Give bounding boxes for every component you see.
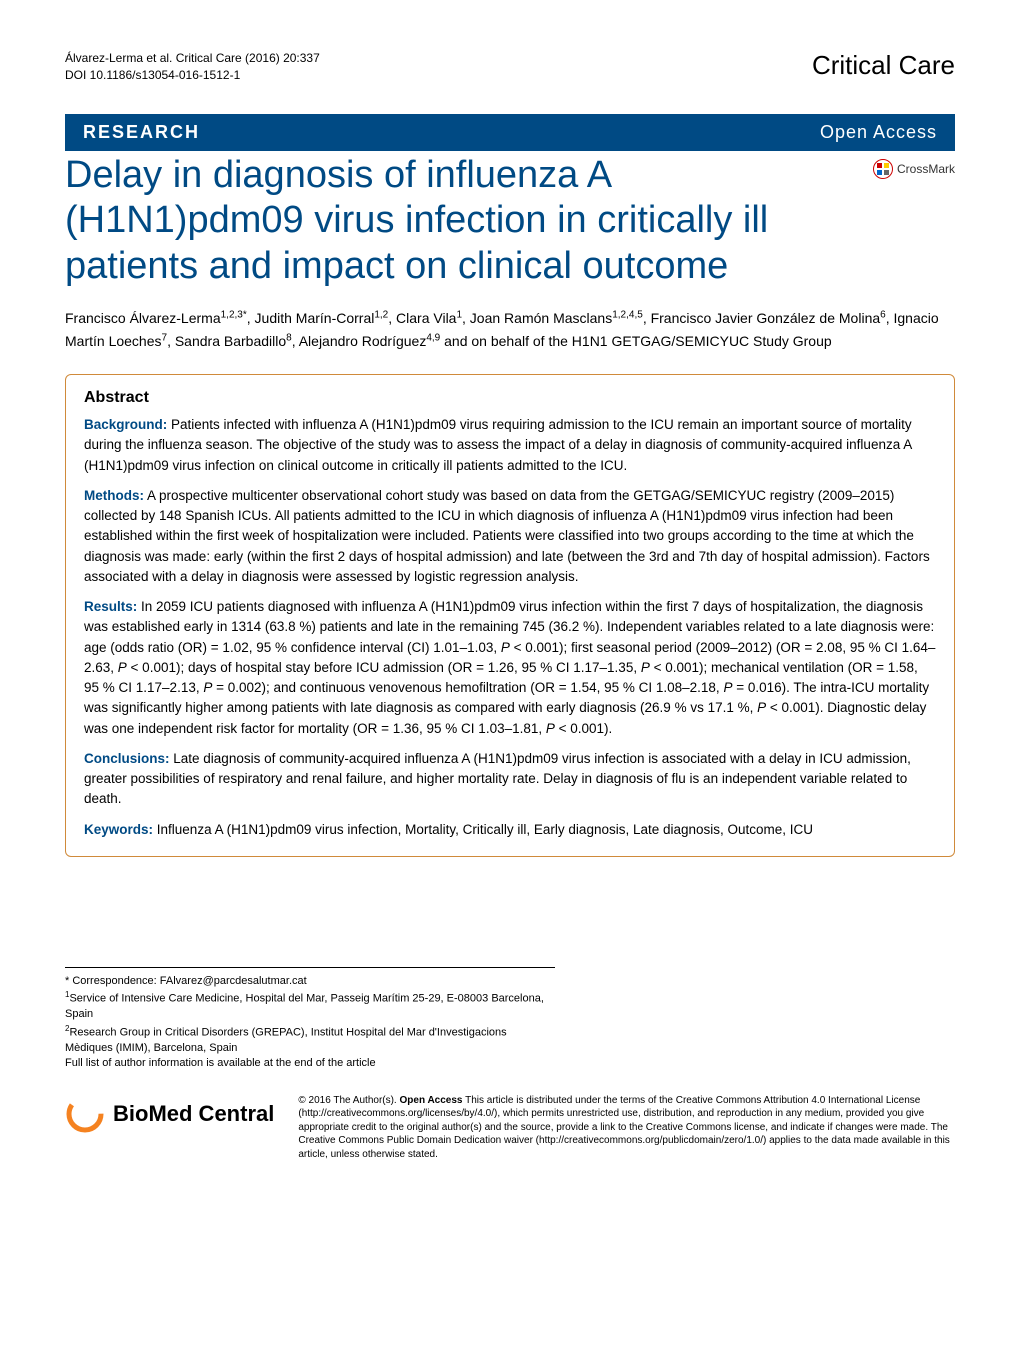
article-type-banner: RESEARCH Open Access: [65, 114, 955, 151]
abstract-heading: Abstract: [84, 389, 936, 407]
page-header: Álvarez-Lerma et al. Critical Care (2016…: [65, 50, 955, 84]
correspondence-line: * Correspondence: FAlvarez@parcdesalutma…: [65, 974, 555, 989]
article-title: Delay in diagnosis of influenza A (H1N1)…: [65, 153, 955, 290]
crossmark-label: CrossMark: [897, 162, 955, 176]
abstract-methods: Methods: A prospective multicenter obser…: [84, 486, 936, 587]
journal-name: Critical Care: [812, 50, 955, 81]
citation-block: Álvarez-Lerma et al. Critical Care (2016…: [65, 50, 320, 84]
license-text: © 2016 The Author(s). Open Access This a…: [298, 1094, 955, 1162]
keywords-label: Keywords:: [84, 822, 153, 837]
abstract-keywords: Keywords: Influenza A (H1N1)pdm09 virus …: [84, 820, 936, 840]
results-text: In 2059 ICU patients diagnosed with infl…: [84, 599, 935, 736]
biomed-central-logo: BioMed Central: [65, 1094, 274, 1134]
doi-line: DOI 10.1186/s13054-016-1512-1: [65, 67, 320, 84]
affiliation-1: 1Service of Intensive Care Medicine, Hos…: [65, 989, 555, 1022]
crossmark-icon: [873, 159, 893, 179]
authors-list: Francisco Álvarez-Lerma1,2,3*, Judith Ma…: [65, 307, 955, 352]
citation-line: Álvarez-Lerma et al. Critical Care (2016…: [65, 50, 320, 67]
background-label: Background:: [84, 417, 167, 432]
open-access-label: Open Access: [820, 122, 937, 143]
full-author-list-note: Full list of author information is avail…: [65, 1056, 555, 1071]
bmc-icon: [65, 1094, 105, 1134]
keywords-text: Influenza A (H1N1)pdm09 virus infection,…: [153, 822, 813, 837]
correspondence-footer: * Correspondence: FAlvarez@parcdesalutma…: [65, 967, 555, 1072]
abstract-background: Background: Patients infected with influ…: [84, 415, 936, 476]
abstract-conclusions: Conclusions: Late diagnosis of community…: [84, 749, 936, 810]
conclusions-label: Conclusions:: [84, 751, 170, 766]
bmc-logo-text: BioMed Central: [113, 1101, 274, 1127]
abstract-box: Abstract Background: Patients infected w…: [65, 374, 955, 857]
affiliation-2: 2Research Group in Critical Disorders (G…: [65, 1023, 555, 1056]
methods-label: Methods:: [84, 488, 144, 503]
methods-text: A prospective multicenter observational …: [84, 488, 930, 584]
conclusions-text: Late diagnosis of community-acquired inf…: [84, 751, 911, 807]
article-type-label: RESEARCH: [83, 122, 200, 143]
background-text: Patients infected with influenza A (H1N1…: [84, 417, 912, 473]
results-label: Results:: [84, 599, 137, 614]
license-row: BioMed Central © 2016 The Author(s). Ope…: [65, 1094, 955, 1162]
crossmark-badge[interactable]: CrossMark: [873, 159, 955, 179]
abstract-results: Results: In 2059 ICU patients diagnosed …: [84, 597, 936, 739]
